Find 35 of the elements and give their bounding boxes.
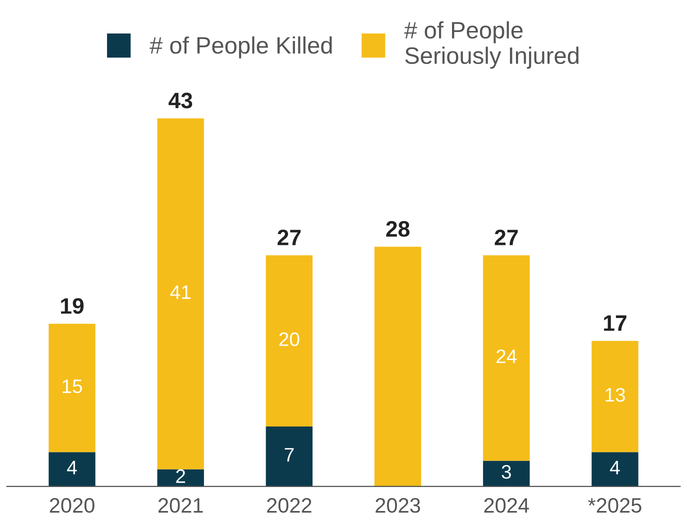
data-label: 4	[67, 460, 77, 474]
bar	[157, 118, 204, 470]
bar	[157, 469, 204, 486]
data-label: 24	[496, 349, 517, 364]
x-tick-label: 2020	[50, 498, 94, 513]
total-label: 27	[278, 230, 301, 246]
data-label: 3	[502, 465, 511, 479]
data-label: 7	[284, 448, 294, 462]
x-tick-label: 2022	[267, 498, 312, 513]
legend-label: # of People Seriously Injured	[404, 21, 578, 69]
bar	[48, 452, 96, 486]
legend-label: # of People Killed	[150, 36, 332, 58]
bar	[48, 324, 96, 452]
data-label: 2	[176, 469, 186, 483]
x-tick-label: 2024	[484, 498, 529, 513]
bar	[374, 246, 422, 486]
data-label: 4	[610, 460, 620, 474]
bar	[266, 426, 313, 486]
data-label: 20	[279, 332, 300, 346]
x-tick-label: 2023	[376, 498, 420, 513]
total-label: 43	[168, 92, 192, 108]
data-label: 15	[62, 380, 82, 394]
bar	[483, 255, 530, 461]
total-label: 19	[61, 298, 84, 314]
x-tick-label: 2021	[158, 498, 203, 513]
total-label: 17	[604, 315, 626, 331]
bar	[592, 340, 638, 452]
bar	[592, 452, 638, 486]
bar	[266, 255, 313, 426]
data-label: 13	[606, 388, 625, 402]
total-label: 28	[386, 221, 410, 237]
data-label: 41	[170, 285, 190, 299]
bar	[483, 460, 530, 486]
total-label: 27	[494, 230, 518, 246]
x-tick-label: *2025	[588, 498, 642, 513]
